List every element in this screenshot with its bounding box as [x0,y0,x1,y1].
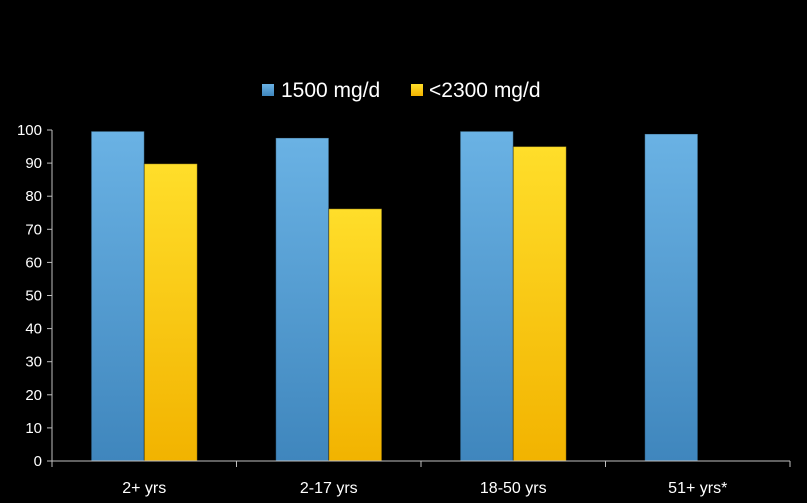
bar-series1-0 [90,130,145,462]
bar-series2-2 [512,146,567,462]
legend-label-2: <2300 mg/d [429,79,541,102]
y-tick-label: 10 [25,420,42,437]
y-tick-label: 80 [25,188,42,205]
x-tick-label: 18-50 yrs [480,480,547,497]
y-tick-label: 70 [25,221,42,238]
chart-legend: 1500 mg/d <2300 mg/d [262,79,541,102]
bar-series1-2 [459,130,514,462]
bar-series2-0 [143,163,198,462]
x-tick-labels: 2+ yrs 2-17 yrs 18-50 yrs 51+ yrs* [122,480,727,497]
bar-series1-3 [644,133,699,462]
y-tick-label: 50 [25,288,42,305]
y-tick-label: 90 [25,155,42,172]
y-tick-label: 60 [25,254,42,271]
x-tick-label: 2-17 yrs [300,480,358,497]
y-tick-label: 20 [25,387,42,404]
bars-group [90,130,699,462]
y-tick-label: 40 [25,321,42,338]
axes-group [47,129,791,467]
legend-label-1: 1500 mg/d [281,79,380,102]
x-tick-label: 2+ yrs [122,480,166,497]
y-tick-label: 0 [34,453,42,470]
x-tick-label: 51+ yrs* [668,480,727,497]
bar-series2-1 [328,208,383,462]
legend-swatch-1 [262,84,274,96]
y-tick-labels: 0 10 20 30 40 50 60 70 80 90 100 [17,122,42,470]
bar-series1-1 [275,137,330,462]
legend-swatch-2 [411,84,423,96]
y-tick-label: 30 [25,354,42,371]
y-tick-label: 100 [17,122,42,139]
